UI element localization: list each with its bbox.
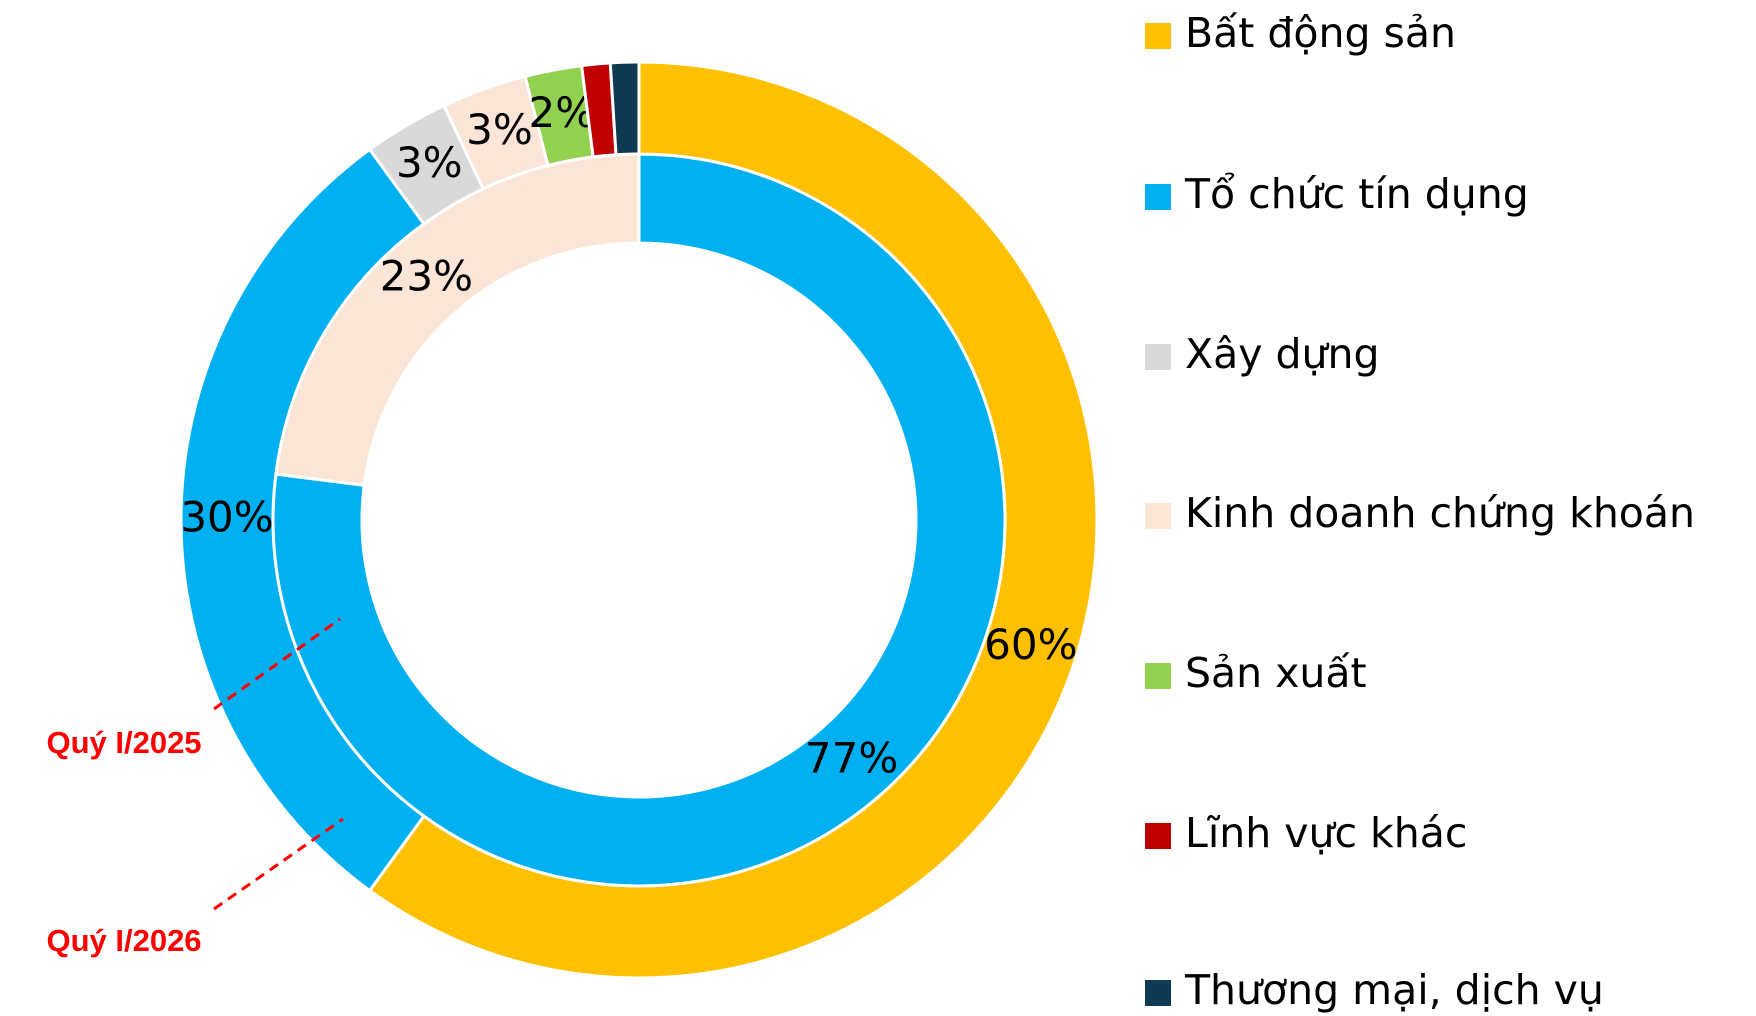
donut-segment xyxy=(608,60,641,157)
legend-label: Tổ chức tín dụng xyxy=(1184,170,1529,218)
legend-label: Lĩnh vực khác xyxy=(1185,809,1467,857)
legend-label: Bất động sản xyxy=(1185,9,1456,57)
data-label: 3% xyxy=(396,138,463,187)
donut-segment xyxy=(179,147,426,893)
legend-label: Kinh doanh chứng khoán xyxy=(1185,489,1695,537)
legend-swatch xyxy=(1145,23,1171,49)
legend-swatch xyxy=(1145,663,1171,689)
leader-line xyxy=(213,617,341,711)
series-label: Quý I/2025 xyxy=(46,725,201,760)
donut-segment xyxy=(367,60,1099,980)
series-label: Quý I/2026 xyxy=(46,923,201,958)
legend-swatch xyxy=(1145,184,1171,210)
data-label: 77% xyxy=(805,734,898,783)
legend-label: Thương mại, dịch vụ xyxy=(1184,966,1604,1014)
legend-swatch xyxy=(1145,344,1171,370)
data-label: 3% xyxy=(466,105,533,154)
legend-label: Xây dựng xyxy=(1185,330,1380,378)
legend-swatch xyxy=(1145,980,1171,1006)
leader-line xyxy=(213,817,344,911)
legend-swatch xyxy=(1145,503,1171,529)
data-label: 23% xyxy=(380,251,473,300)
data-label: 60% xyxy=(984,620,1077,669)
legend-label: Sản xuất xyxy=(1185,649,1367,697)
data-label: 30% xyxy=(180,493,273,542)
legend-swatch xyxy=(1145,823,1171,849)
